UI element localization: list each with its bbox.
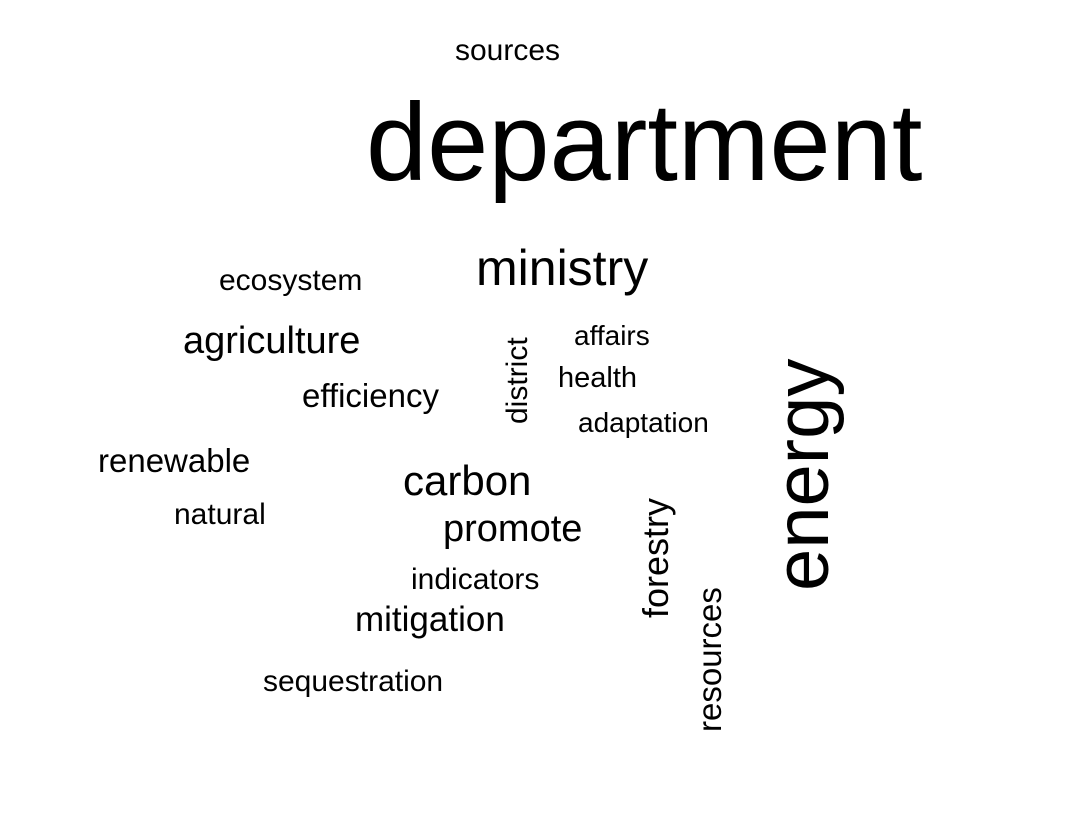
word-efficiency: efficiency <box>302 377 439 414</box>
word-sequestration: sequestration <box>263 665 444 698</box>
word-promote: promote <box>443 508 583 550</box>
word-resources: resources <box>691 587 728 732</box>
word-department: department <box>366 81 923 204</box>
word-mitigation: mitigation <box>355 600 505 639</box>
word-renewable: renewable <box>98 442 251 479</box>
word-carbon: carbon <box>403 457 532 504</box>
word-district: district <box>501 337 534 424</box>
word-indicators: indicators <box>411 563 540 596</box>
word-adaptation: adaptation <box>578 407 709 438</box>
word-natural: natural <box>174 498 266 531</box>
word-forestry: forestry <box>635 497 676 618</box>
word-sources: sources <box>455 34 561 67</box>
word-ecosystem: ecosystem <box>219 264 363 297</box>
word-agriculture: agriculture <box>183 320 361 362</box>
word-health: health <box>558 362 638 394</box>
word-energy: energy <box>760 358 845 591</box>
word-affairs: affairs <box>574 320 650 351</box>
word-ministry: ministry <box>476 240 649 296</box>
